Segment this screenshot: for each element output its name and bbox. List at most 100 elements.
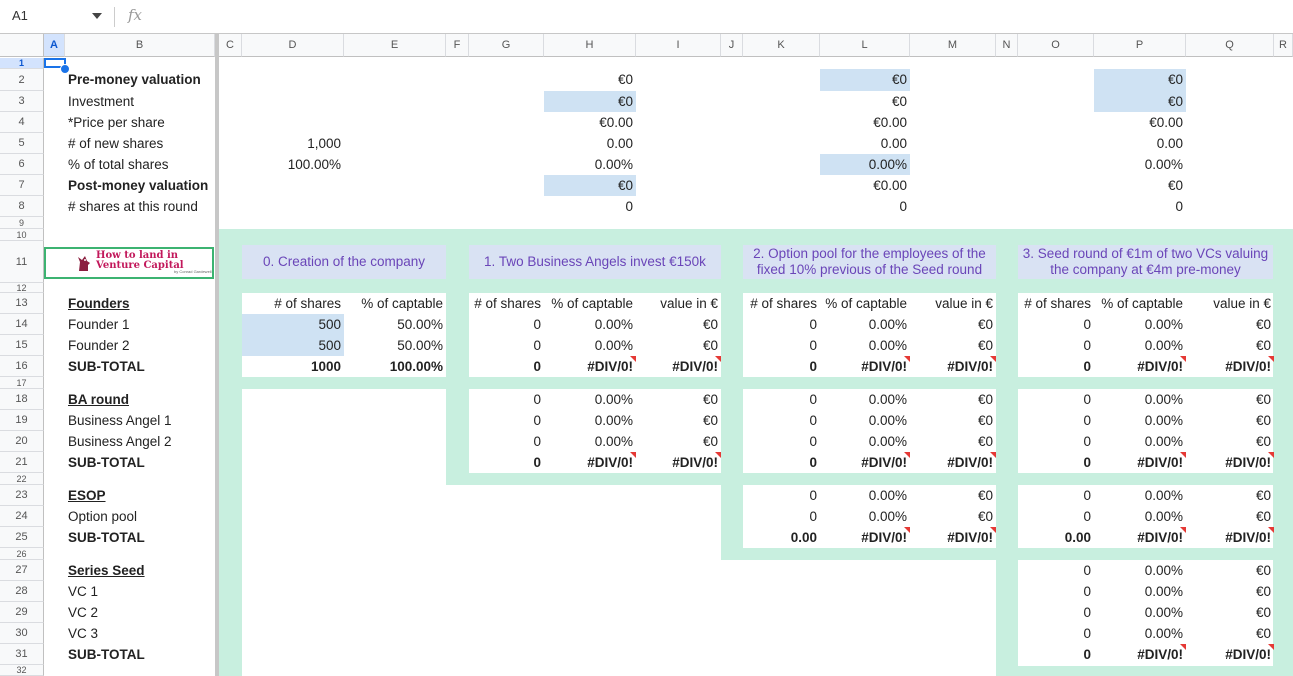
label-post-money[interactable]: Post-money valuation <box>68 178 209 193</box>
stage3-seed-value-r29[interactable]: €0 <box>1255 605 1271 620</box>
row-header-31[interactable]: 31 <box>0 644 44 665</box>
stage1-ba-shares-r18[interactable]: 0 <box>533 392 541 407</box>
stage3-seed-shares-r27[interactable]: 0 <box>1083 563 1091 578</box>
row-header-19[interactable]: 19 <box>0 410 44 431</box>
l-post-money[interactable]: €0.00 <box>873 178 907 193</box>
stage3-ba-value-r20[interactable]: €0 <box>1255 434 1271 449</box>
seed-row-2[interactable]: VC 2 <box>68 605 99 620</box>
row-header-11[interactable]: 11 <box>0 241 44 283</box>
stage3-founders-total-shares[interactable]: 0 <box>1083 359 1091 374</box>
row-header-18[interactable]: 18 <box>0 389 44 410</box>
founder1-pct[interactable]: 50.00% <box>397 317 443 332</box>
stage2-esop-pct-r24[interactable]: 0.00% <box>868 509 907 524</box>
row-header-13[interactable]: 13 <box>0 293 44 314</box>
l-price-per-share[interactable]: €0.00 <box>873 115 907 130</box>
row-header-16[interactable]: 16 <box>0 356 44 377</box>
column-header-n[interactable]: N <box>996 34 1018 57</box>
stage2-founders-shares-r15[interactable]: 0 <box>809 338 817 353</box>
founders-title[interactable]: Founders <box>68 296 130 311</box>
stage3-ba-total-value[interactable]: #DIV/0! <box>1186 452 1274 473</box>
stage3-founders-pct-r15[interactable]: 0.00% <box>1144 338 1183 353</box>
stage3-seed-pct-r27[interactable]: 0.00% <box>1144 563 1183 578</box>
stage2-founders-total-value[interactable]: #DIV/0! <box>910 356 996 377</box>
stage1-ba-value-r19[interactable]: €0 <box>702 413 718 428</box>
stage2-founders-value-r14[interactable]: €0 <box>977 317 993 332</box>
stage2-ba-pct-r19[interactable]: 0.00% <box>868 413 907 428</box>
row-header-30[interactable]: 30 <box>0 623 44 644</box>
stage1-ba-shares-r20[interactable]: 0 <box>533 434 541 449</box>
stage1-founders-value-r14[interactable]: €0 <box>702 317 718 332</box>
seed-row-3[interactable]: VC 3 <box>68 626 99 641</box>
stage3-founders-shares-r14[interactable]: 0 <box>1083 317 1091 332</box>
founders-row-2[interactable]: Founder 2 <box>68 338 130 353</box>
row-header-6[interactable]: 6 <box>0 154 44 175</box>
row-header-2[interactable]: 2 <box>0 69 44 91</box>
stage3-seed-value-r30[interactable]: €0 <box>1255 626 1271 641</box>
stage3-ba-shares-r19[interactable]: 0 <box>1083 413 1091 428</box>
column-header-q[interactable]: Q <box>1186 34 1274 57</box>
column-header-b[interactable]: B <box>65 34 215 57</box>
row-header-24[interactable]: 24 <box>0 506 44 527</box>
stage3-esop-total-pct[interactable]: #DIV/0! <box>1094 527 1186 548</box>
stage1-founders-total-value[interactable]: #DIV/0! <box>636 356 721 377</box>
row-header-7[interactable]: 7 <box>0 175 44 196</box>
esop-subtotal-label[interactable]: SUB-TOTAL <box>68 530 145 545</box>
stage2-esop-shares-r23[interactable]: 0 <box>809 488 817 503</box>
p-post-money[interactable]: €0 <box>1167 178 1183 193</box>
column-header-d[interactable]: D <box>242 34 344 57</box>
label-shares-round[interactable]: # shares at this round <box>68 199 198 214</box>
name-box[interactable]: A1 <box>0 0 108 33</box>
stage3-ba-value-r18[interactable]: €0 <box>1255 392 1271 407</box>
stage3-captable-header[interactable]: % of captable <box>1101 296 1183 311</box>
stage3-seed-shares-r28[interactable]: 0 <box>1083 584 1091 599</box>
row-header-22[interactable]: 22 <box>0 473 44 485</box>
label-price-per-share[interactable]: *Price per share <box>68 115 165 130</box>
column-header-c[interactable]: C <box>219 34 242 57</box>
stage1-ba-pct-r18[interactable]: 0.00% <box>594 392 633 407</box>
h-shares-round[interactable]: 0 <box>625 199 633 214</box>
p-investment[interactable]: €0 <box>1094 91 1186 112</box>
stage3-founders-value-r15[interactable]: €0 <box>1255 338 1271 353</box>
h-post-money[interactable]: €0 <box>544 175 636 196</box>
esop-title[interactable]: ESOP <box>68 488 106 503</box>
row-header-15[interactable]: 15 <box>0 335 44 356</box>
stage2-ba-total-shares[interactable]: 0 <box>809 455 817 470</box>
stage3-esop-pct-r24[interactable]: 0.00% <box>1144 509 1183 524</box>
row-header-5[interactable]: 5 <box>0 133 44 154</box>
stage2-ba-shares-r19[interactable]: 0 <box>809 413 817 428</box>
stage3-ba-total-shares[interactable]: 0 <box>1083 455 1091 470</box>
fill-handle[interactable] <box>60 64 70 74</box>
stage3-founders-pct-r14[interactable]: 0.00% <box>1144 317 1183 332</box>
stage2-ba-value-r19[interactable]: €0 <box>977 413 993 428</box>
stage3-founders-value-r14[interactable]: €0 <box>1255 317 1271 332</box>
stage3-seed-shares-r29[interactable]: 0 <box>1083 605 1091 620</box>
column-header-h[interactable]: H <box>544 34 636 57</box>
p-price-per-share[interactable]: €0.00 <box>1149 115 1183 130</box>
stage2-ba-total-pct[interactable]: #DIV/0! <box>820 452 910 473</box>
stage3-seed-total-shares[interactable]: 0 <box>1083 647 1091 662</box>
row-header-23[interactable]: 23 <box>0 485 44 506</box>
stage2-shares-header[interactable]: # of shares <box>750 296 817 311</box>
stage2-esop-total-pct[interactable]: #DIV/0! <box>820 527 910 548</box>
row-header-27[interactable]: 27 <box>0 560 44 581</box>
seed-title[interactable]: Series Seed <box>68 563 145 578</box>
row-header-17[interactable]: 17 <box>0 377 44 389</box>
row-header-21[interactable]: 21 <box>0 452 44 473</box>
p-pct-total[interactable]: 0.00% <box>1144 157 1183 172</box>
d-new-shares[interactable]: 1,000 <box>307 136 341 151</box>
h-price-per-share[interactable]: €0.00 <box>599 115 633 130</box>
column-header-r[interactable]: R <box>1274 34 1293 57</box>
stage1-ba-total-value[interactable]: #DIV/0! <box>636 452 721 473</box>
column-header-i[interactable]: I <box>636 34 721 57</box>
stage3-shares-header[interactable]: # of shares <box>1024 296 1091 311</box>
stage2-founders-value-r15[interactable]: €0 <box>977 338 993 353</box>
h-pre-money[interactable]: €0 <box>617 72 633 87</box>
stage3-esop-value-r23[interactable]: €0 <box>1255 488 1271 503</box>
stage3-ba-pct-r20[interactable]: 0.00% <box>1144 434 1183 449</box>
stage2-esop-shares-r24[interactable]: 0 <box>809 509 817 524</box>
stage2-ba-shares-r20[interactable]: 0 <box>809 434 817 449</box>
stage1-ba-value-r18[interactable]: €0 <box>702 392 718 407</box>
stage2-ba-value-r18[interactable]: €0 <box>977 392 993 407</box>
ba-row-1[interactable]: Business Angel 1 <box>68 413 172 428</box>
row-header-8[interactable]: 8 <box>0 196 44 217</box>
